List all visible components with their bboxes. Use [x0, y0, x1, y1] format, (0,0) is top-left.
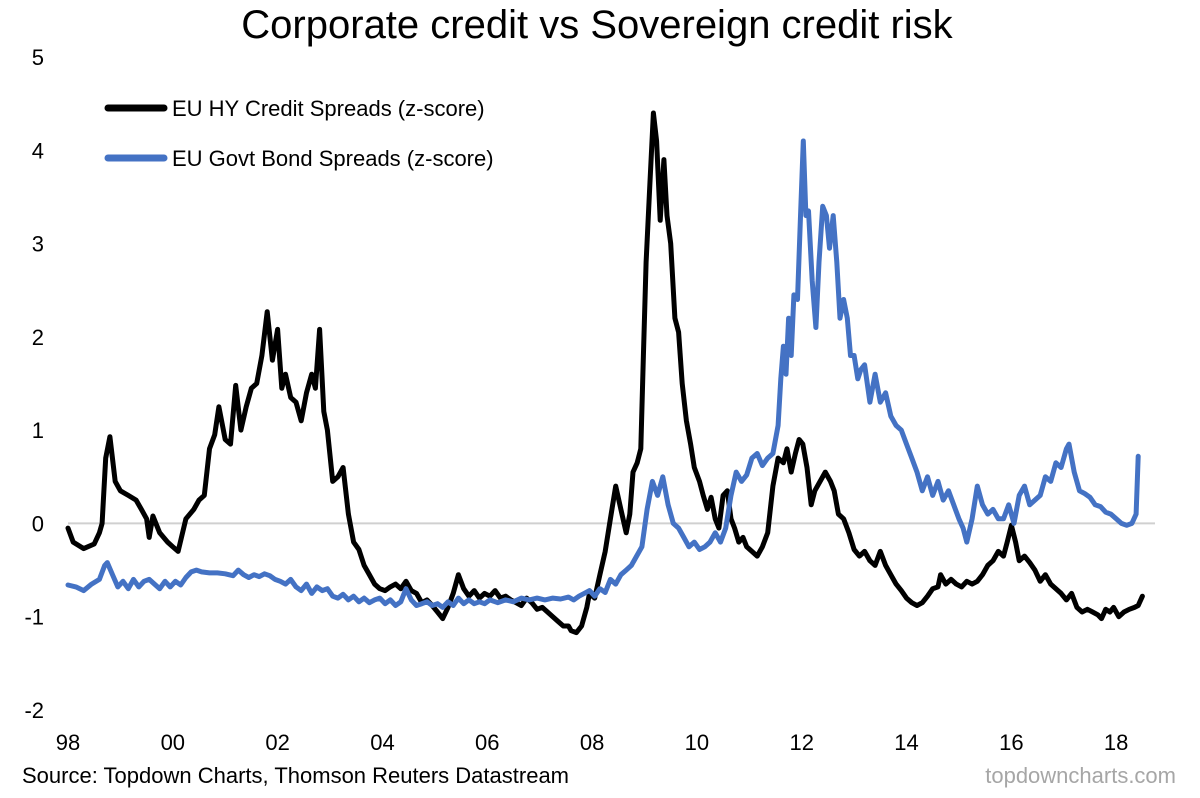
x-axis-tick-labels: 98 00 02 04 06 08 10 12 14 16 18 — [56, 730, 1129, 755]
y-tick-label: 0 — [32, 511, 44, 536]
x-tick-label: 06 — [475, 730, 499, 755]
series-line-eu-govt-bond-spreads — [65, 138, 1141, 610]
y-tick-label: 4 — [32, 138, 44, 163]
y-tick-label: -2 — [24, 698, 44, 723]
y-axis-tick-labels: 5 4 3 2 1 0 -1 -2 — [24, 45, 44, 723]
x-tick-label: 04 — [370, 730, 394, 755]
y-tick-label: -1 — [24, 605, 44, 630]
series-layer — [65, 110, 1145, 636]
x-tick-label: 14 — [894, 730, 918, 755]
y-tick-label: 5 — [32, 45, 44, 70]
x-tick-label: 00 — [161, 730, 185, 755]
legend-label: EU HY Credit Spreads (z-score) — [172, 96, 485, 121]
legend: EU HY Credit Spreads (z-score) EU Govt Bo… — [104, 96, 494, 171]
x-tick-label: 12 — [789, 730, 813, 755]
series-line-eu-hy-credit-spreads — [65, 110, 1145, 636]
x-tick-label: 08 — [580, 730, 604, 755]
source-note: Source: Topdown Charts, Thomson Reuters … — [22, 763, 570, 788]
x-tick-label: 16 — [999, 730, 1023, 755]
chart-title: Corporate credit vs Sovereign credit ris… — [241, 3, 953, 47]
y-tick-label: 1 — [32, 418, 44, 443]
x-tick-label: 10 — [685, 730, 709, 755]
y-tick-label: 2 — [32, 325, 44, 350]
x-tick-label: 18 — [1104, 730, 1128, 755]
x-tick-label: 02 — [265, 730, 289, 755]
legend-label: EU Govt Bond Spreads (z-score) — [172, 146, 494, 171]
watermark: topdowncharts.com — [985, 763, 1176, 788]
y-tick-label: 3 — [32, 232, 44, 257]
x-tick-label: 98 — [56, 730, 80, 755]
